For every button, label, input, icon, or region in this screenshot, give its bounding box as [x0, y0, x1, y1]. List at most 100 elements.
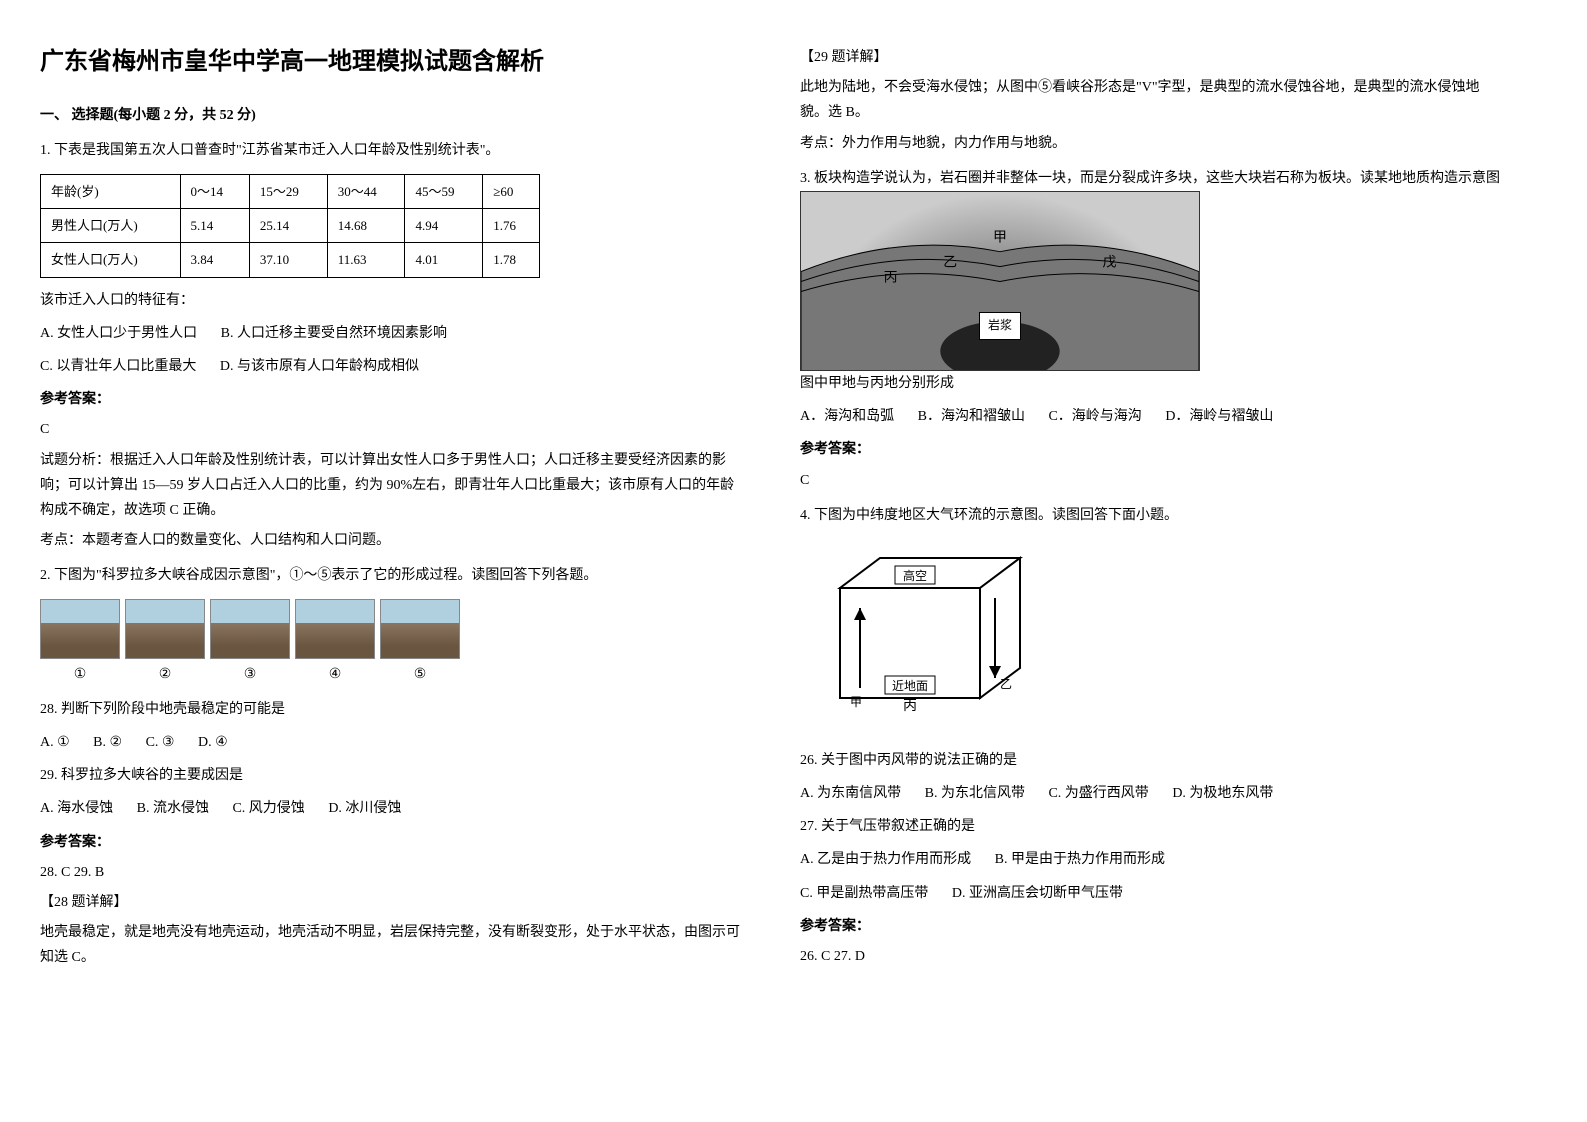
exp-point: 考点：外力作用与地貌，内力作用与地貌。 [800, 131, 1500, 156]
cell: 5.14 [180, 208, 249, 242]
option-d: D. 与该市原有人口年龄构成相似 [220, 354, 419, 379]
cell: 年龄(岁) [41, 174, 181, 208]
option-c: C. 甲是副热带高压带 [800, 881, 928, 906]
option-b: B. 甲是由于热力作用而形成 [995, 847, 1165, 872]
right-column: 【29 题详解】 此地为陆地，不会受海水侵蚀；从图中⑤看峡谷形态是"V"字型，是… [800, 40, 1500, 980]
q1-options: A. 女性人口少于男性人口 B. 人口迁移主要受自然环境因素影响 [40, 321, 740, 346]
sub27-stem: 27. 关于气压带叙述正确的是 [800, 814, 1500, 839]
answer-label: 参考答案： [40, 830, 740, 855]
q3-intro: 3. 板块构造学说认为，岩石圈并非整体一块，而是分裂成许多块，这些大块岩石称为板… [800, 166, 1500, 191]
cell: 15～29 [249, 174, 327, 208]
figure-2 [125, 599, 205, 659]
svg-text:甲: 甲 [850, 695, 862, 709]
cell: 3.84 [180, 243, 249, 277]
q3-stem: 图中甲地与丙地分别形成 [800, 371, 1500, 396]
option-c: C. 风力侵蚀 [232, 796, 304, 821]
svg-text:近地面: 近地面 [892, 679, 928, 693]
svg-text:高空: 高空 [903, 568, 927, 583]
q1-explanation: 试题分析：根据迁入人口年龄及性别统计表，可以计算出女性人口多于男性人口；人口迁移… [40, 448, 740, 524]
option-d: D. ④ [198, 730, 228, 755]
page-title: 广东省梅州市皇华中学高一地理模拟试题含解析 [40, 40, 740, 83]
figure-3 [210, 599, 290, 659]
figure-5 [380, 599, 460, 659]
q1-table: 年龄(岁) 0～14 15～29 30～44 45～59 ≥60 男性人口(万人… [40, 174, 540, 278]
svg-text:丙: 丙 [884, 270, 898, 285]
sub26-stem: 26. 关于图中丙风带的说法正确的是 [800, 748, 1500, 773]
exp28: 地壳最稳定，就是地壳没有地壳运动，地壳活动不明显，岩层保持完整，没有断裂变形，处… [40, 920, 740, 970]
answer-label: 参考答案： [800, 914, 1500, 939]
plate-diagram: 甲 乙 丙 戊 [800, 191, 1200, 371]
cube-diagram: 高空 近地面 丙 甲 乙 [800, 538, 1050, 738]
cell: 1.76 [483, 208, 540, 242]
q4-sub26: 26. 关于图中丙风带的说法正确的是 A. 为东南信风带 B. 为东北信风带 C… [800, 748, 1500, 806]
cell: 男性人口(万人) [41, 208, 181, 242]
section-heading: 一、 选择题(每小题 2 分，共 52 分) [40, 103, 740, 128]
q4-sub27: 27. 关于气压带叙述正确的是 A. 乙是由于热力作用而形成 B. 甲是由于热力… [800, 814, 1500, 906]
question-1: 1. 下表是我国第五次人口普查时"江苏省某市迁入人口年龄及性别统计表"。 年龄(… [40, 138, 740, 553]
q2-sub28: 28. 判断下列阶段中地壳最稳定的可能是 A. ① B. ② C. ③ D. ④ [40, 697, 740, 755]
table-row: 男性人口(万人) 5.14 25.14 14.68 4.94 1.76 [41, 208, 540, 242]
option-a: A. 为东南信风带 [800, 781, 901, 806]
cell: 37.10 [249, 243, 327, 277]
question-2: 2. 下图为"科罗拉多大峡谷成因示意图"，①～⑤表示了它的形成过程。读图回答下列… [40, 563, 740, 970]
option-c: C. ③ [146, 730, 175, 755]
q2-sub29: 29. 科罗拉多大峡谷的主要成因是 A. 海水侵蚀 B. 流水侵蚀 C. 风力侵… [40, 763, 740, 821]
q1-intro: 1. 下表是我国第五次人口普查时"江苏省某市迁入人口年龄及性别统计表"。 [40, 138, 740, 163]
cell: 30～44 [327, 174, 405, 208]
sub29-stem: 29. 科罗拉多大峡谷的主要成因是 [40, 763, 740, 788]
q3-answer: C [800, 468, 1500, 493]
cell: 4.01 [405, 243, 483, 277]
question-4: 4. 下图为中纬度地区大气环流的示意图。读图回答下面小题。 高空 近地面 丙 甲… [800, 503, 1500, 970]
plate-svg: 甲 乙 丙 戊 [801, 192, 1199, 371]
figure-4 [295, 599, 375, 659]
svg-text:乙: 乙 [943, 255, 957, 271]
svg-text:丙: 丙 [903, 699, 917, 714]
figure-1 [40, 599, 120, 659]
option-b: B．海沟和褶皱山 [918, 404, 1025, 429]
option-a: A. ① [40, 730, 70, 755]
option-c: C. 为盛行西风带 [1048, 781, 1148, 806]
option-b: B. 人口迁移主要受自然环境因素影响 [221, 321, 447, 346]
question-3: 3. 板块构造学说认为，岩石圈并非整体一块，而是分裂成许多块，这些大块岩石称为板… [800, 166, 1500, 493]
answer-label: 参考答案： [800, 437, 1500, 462]
fig-label-1: ① [74, 662, 87, 687]
fig-label-3: ③ [244, 662, 257, 687]
option-d: D. 为极地东风带 [1172, 781, 1273, 806]
q3-options: A．海沟和岛弧 B．海沟和褶皱山 C．海岭与海沟 D．海岭与褶皱山 [800, 404, 1500, 429]
fig-label-5: ⑤ [414, 662, 427, 687]
sub28-stem: 28. 判断下列阶段中地壳最稳定的可能是 [40, 697, 740, 722]
left-column: 广东省梅州市皇华中学高一地理模拟试题含解析 一、 选择题(每小题 2 分，共 5… [40, 40, 740, 980]
cell: 25.14 [249, 208, 327, 242]
cell: 11.63 [327, 243, 405, 277]
q4-intro: 4. 下图为中纬度地区大气环流的示意图。读图回答下面小题。 [800, 503, 1500, 528]
cell: ≥60 [483, 174, 540, 208]
option-b: B. ② [93, 730, 122, 755]
option-a: A. 海水侵蚀 [40, 796, 113, 821]
q2-answer: 28. C 29. B [40, 860, 740, 885]
cell: 0～14 [180, 174, 249, 208]
option-a: A. 乙是由于热力作用而形成 [800, 847, 971, 872]
fig-label-4: ④ [329, 662, 342, 687]
svg-text:甲: 甲 [993, 231, 1007, 246]
exp29-label: 【29 题详解】 [800, 45, 1500, 70]
answer-label: 参考答案： [40, 387, 740, 412]
cell: 45～59 [405, 174, 483, 208]
fig-label-2: ② [159, 662, 172, 687]
option-a: A．海沟和岛弧 [800, 404, 894, 429]
q2-intro: 2. 下图为"科罗拉多大峡谷成因示意图"，①～⑤表示了它的形成过程。读图回答下列… [40, 563, 740, 588]
option-b: B. 为东北信风带 [925, 781, 1025, 806]
option-d: D. 冰川侵蚀 [328, 796, 401, 821]
svg-text:戊: 戊 [1102, 255, 1116, 271]
table-row: 年龄(岁) 0～14 15～29 30～44 45～59 ≥60 [41, 174, 540, 208]
option-b: B. 流水侵蚀 [137, 796, 209, 821]
cell: 4.94 [405, 208, 483, 242]
cell: 14.68 [327, 208, 405, 242]
svg-text:乙: 乙 [1000, 677, 1012, 691]
option-a: A. 女性人口少于男性人口 [40, 321, 197, 346]
exp29: 此地为陆地，不会受海水侵蚀；从图中⑤看峡谷形态是"V"字型，是典型的流水侵蚀谷地… [800, 75, 1500, 125]
cell: 1.78 [483, 243, 540, 277]
exp28-label: 【28 题详解】 [40, 890, 740, 915]
q1-options-2: C. 以青壮年人口比重最大 D. 与该市原有人口年龄构成相似 [40, 354, 740, 379]
q1-answer: C [40, 417, 740, 442]
option-c: C. 以青壮年人口比重最大 [40, 354, 196, 379]
